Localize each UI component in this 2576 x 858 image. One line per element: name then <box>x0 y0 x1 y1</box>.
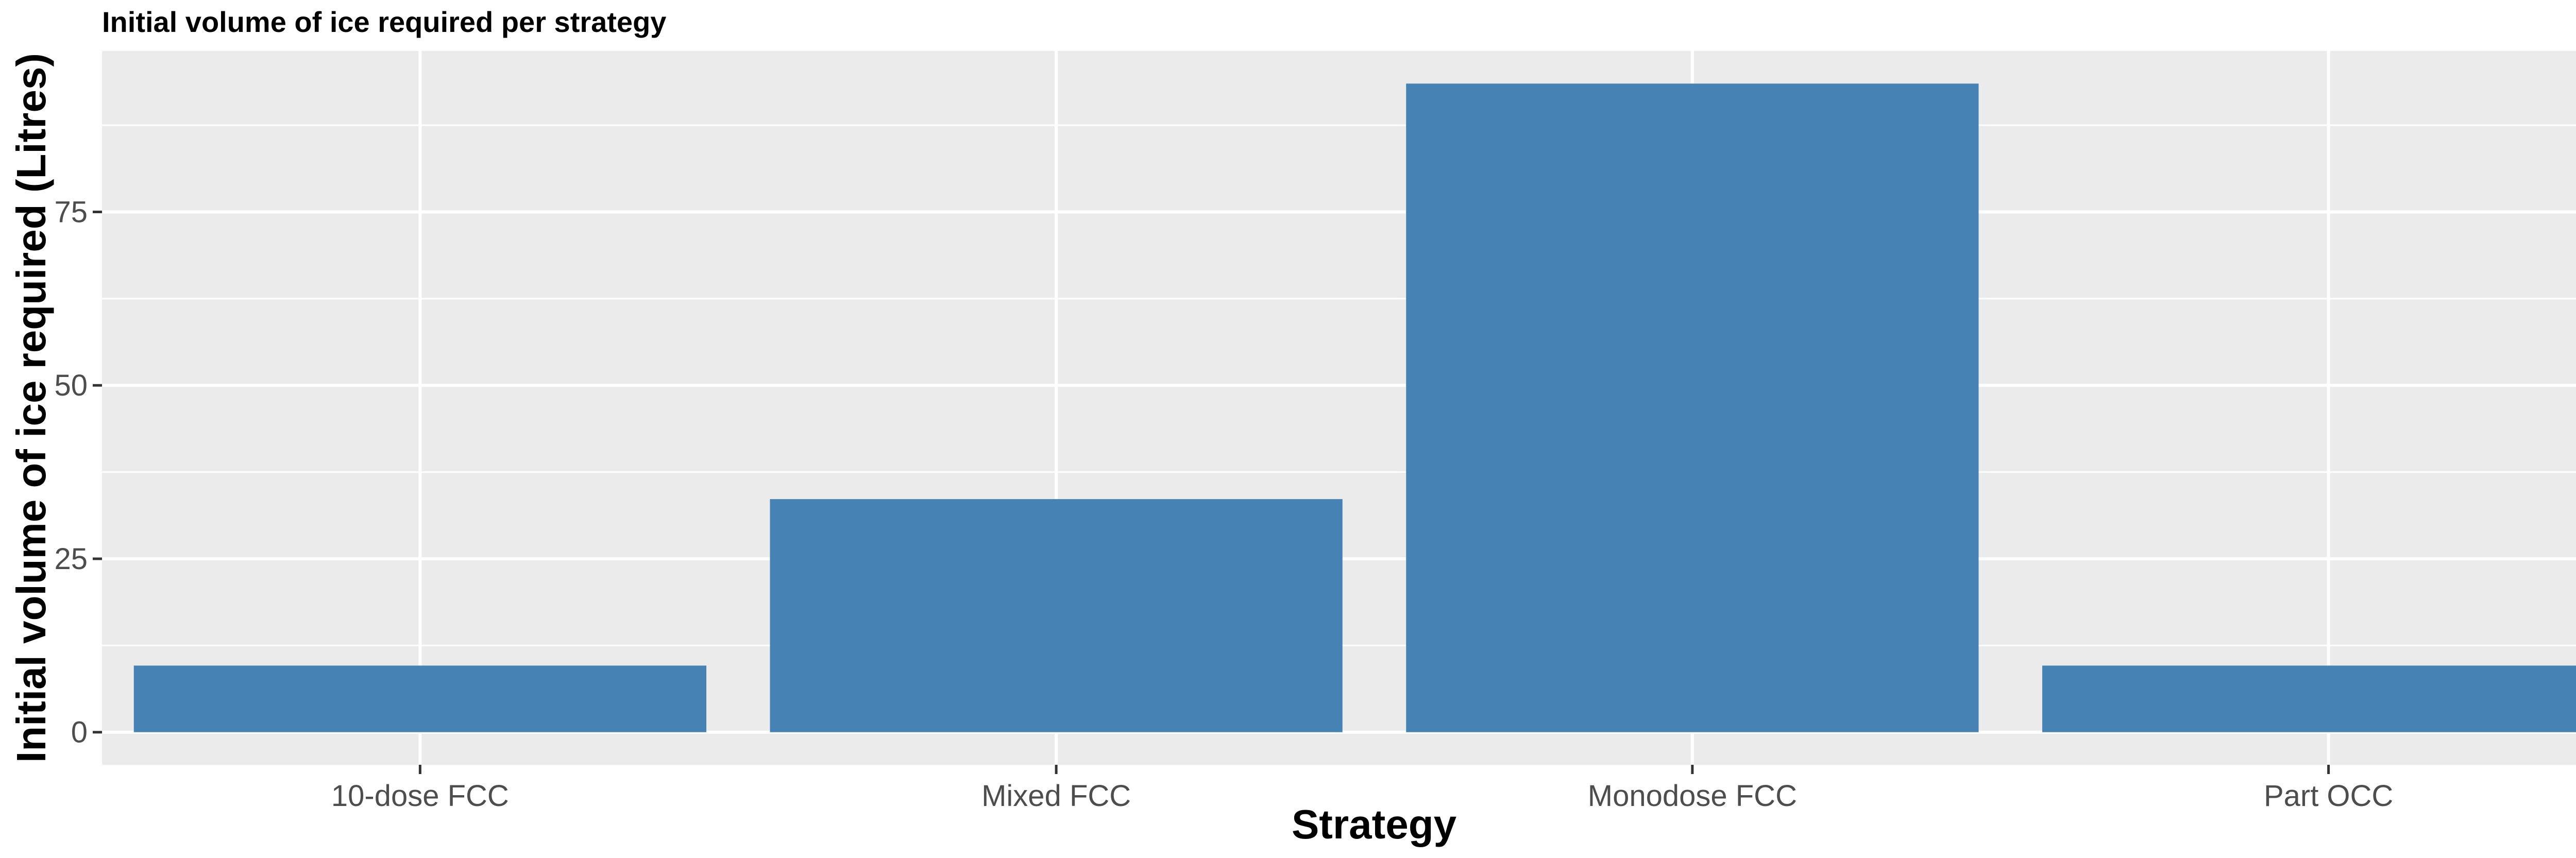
bar-10-dose-fcc <box>133 665 707 732</box>
y-tick-label: 75 <box>54 195 88 229</box>
x-axis-ticks: 10-dose FCC Mixed FCC Monodose FCC Part OCC <box>331 765 2393 813</box>
bar-part-occ <box>2042 665 2576 732</box>
y-tick-label: 50 <box>54 369 88 402</box>
bars <box>133 83 2576 732</box>
bar-mixed-fcc <box>770 499 1343 732</box>
y-axis-ticks: 0 25 50 75 <box>54 195 102 749</box>
y-axis-title: Initial volume of ice required (Litres) <box>8 53 54 763</box>
minor-gridlines <box>102 124 2576 646</box>
chart-title: Initial volume of ice required per strat… <box>102 6 666 38</box>
x-tick-label: Monodose FCC <box>1588 779 1797 813</box>
x-tick-label: 10-dose FCC <box>331 779 509 813</box>
x-tick-label: Mixed FCC <box>981 779 1131 813</box>
x-axis-title: Strategy <box>1292 801 1457 847</box>
bar-monodose-fcc <box>1406 83 1979 732</box>
x-tick-label: Part OCC <box>2264 779 2393 813</box>
y-tick-label: 0 <box>71 716 88 749</box>
y-tick-label: 25 <box>54 542 88 576</box>
